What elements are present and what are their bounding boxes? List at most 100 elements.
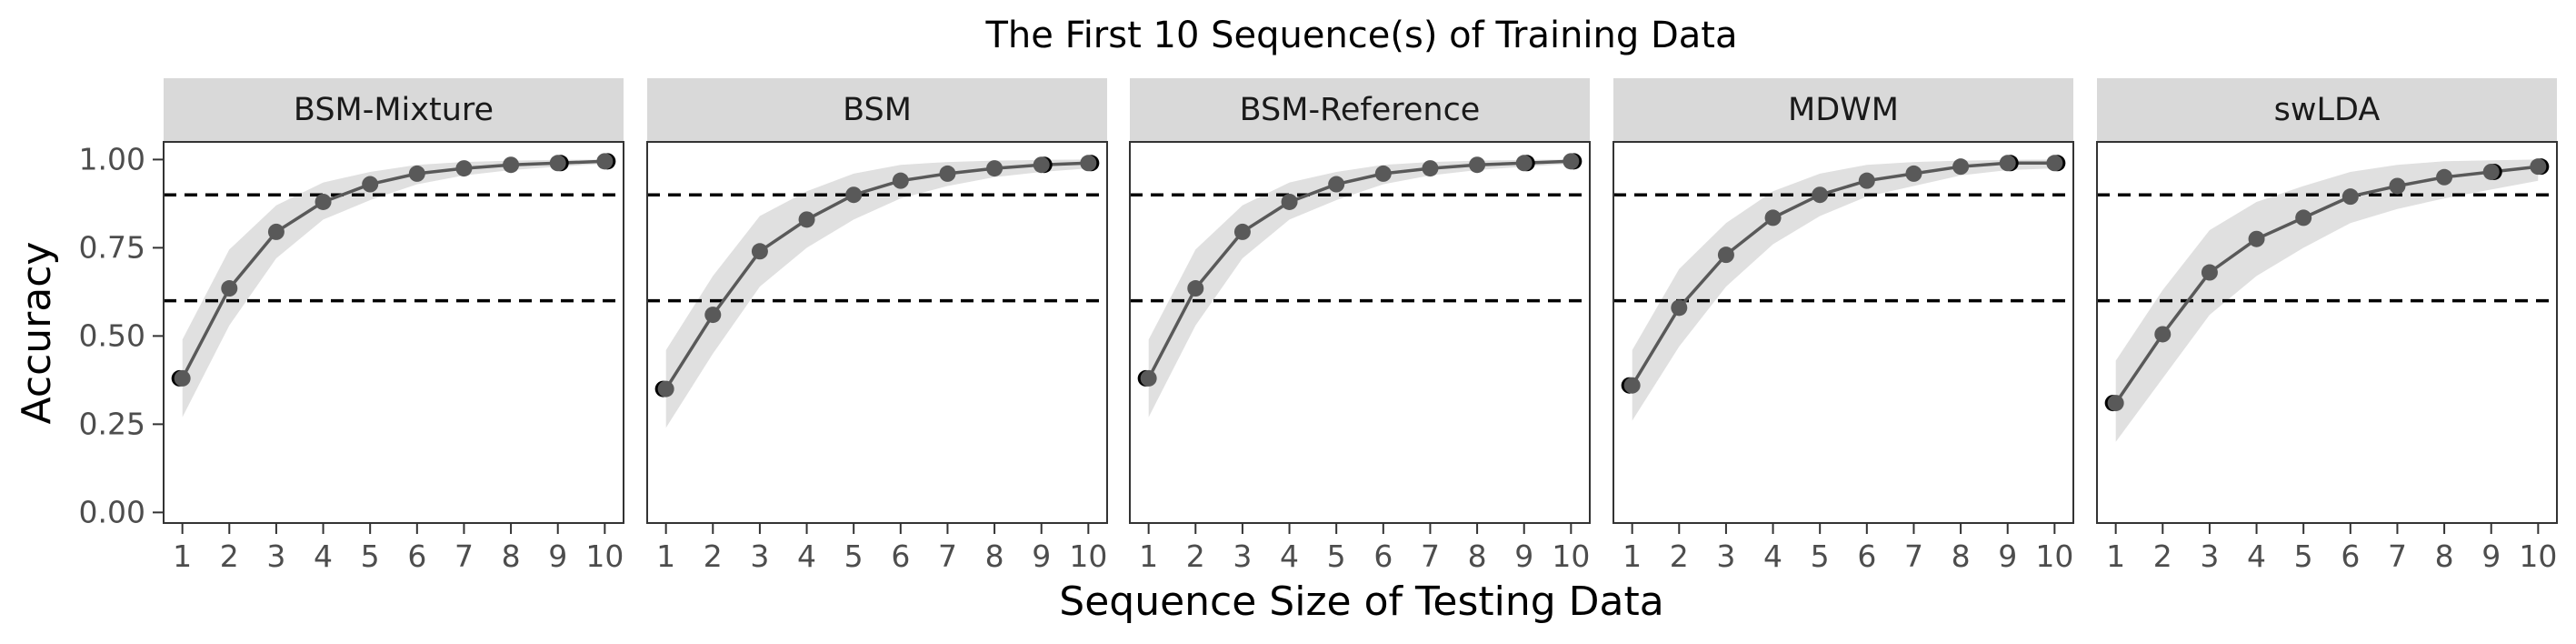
x-tick-label: 6 [1373, 538, 1393, 574]
x-tick-label: 6 [1857, 538, 1876, 574]
x-tick-label: 10 [1552, 538, 1590, 574]
panel-border [646, 141, 1108, 524]
x-tick-label: 9 [1998, 538, 2017, 574]
data-point [2482, 163, 2500, 180]
x-tick-label: 9 [2481, 538, 2501, 574]
x-tick-label: 10 [1069, 538, 1107, 574]
x-tick-label: 6 [407, 538, 426, 574]
x-tick-label: 7 [454, 538, 474, 574]
data-point [657, 380, 674, 397]
x-tick-label: 9 [548, 538, 567, 574]
data-point [1374, 165, 1392, 182]
panel-mdwm: MDWM 1 2 3 4 5 6 7 8 9 10 [1612, 78, 2074, 574]
data-point [1233, 223, 1251, 240]
x-tick-label: 8 [1468, 538, 1487, 574]
panel-strip [2097, 78, 2557, 142]
data-point [1033, 156, 1050, 174]
x-tick-label: 4 [314, 538, 333, 574]
x-tick-label: 1 [1622, 538, 1642, 574]
data-point [1563, 153, 1580, 170]
panel-strip-label: BSM [843, 92, 912, 128]
data-point [1469, 156, 1486, 174]
x-tick-label: 6 [891, 538, 910, 574]
panel-strip-label: BSM-Mixture [294, 92, 494, 128]
y-tick-label: 1.00 [79, 141, 145, 176]
panel-border [1612, 141, 2074, 524]
x-tick-label: 3 [1716, 538, 1735, 574]
chart-title: The First 10 Sequence(s) of Training Dat… [984, 15, 1737, 56]
data-point [986, 160, 1003, 177]
y-axis-title: Accuracy [14, 242, 60, 425]
panel-strip [164, 78, 624, 142]
data-point [1952, 158, 1970, 176]
data-point [315, 193, 332, 210]
x-tick-label: 6 [2341, 538, 2360, 574]
data-point [596, 153, 614, 170]
data-point [798, 211, 815, 228]
series-line [664, 161, 1089, 390]
panel-strip [1130, 78, 1590, 142]
data-point [2248, 230, 2265, 247]
x-tick-label: 2 [1186, 538, 1205, 574]
x-tick-label: 1 [656, 538, 675, 574]
x-tick-label: 8 [1952, 538, 1971, 574]
data-point [1999, 155, 2016, 172]
confidence-band [1148, 159, 1572, 418]
data-point [2530, 158, 2547, 176]
x-tick-label: 7 [2388, 538, 2407, 574]
data-point [2436, 168, 2453, 186]
panel-bsm-reference: BSM-Reference 1 2 3 4 5 6 7 8 9 10 [1129, 78, 1591, 574]
series-line [2114, 165, 2539, 405]
data-point [549, 155, 566, 172]
data-point [1671, 299, 1688, 317]
x-tick-label: 8 [985, 538, 1004, 574]
x-tick-label: 5 [844, 538, 864, 574]
x-tick-label: 2 [1670, 538, 1689, 574]
data-point [845, 186, 863, 204]
data-point [2389, 177, 2406, 195]
series-line [1147, 159, 1572, 379]
y-axis: 0.00 0.25 0.50 0.75 1.00 [79, 141, 164, 529]
data-point [503, 156, 520, 174]
data-point [1858, 172, 1875, 189]
x-tick-label: 4 [1280, 538, 1299, 574]
data-point [2154, 326, 2172, 343]
data-point [2046, 155, 2063, 172]
x-tick-label: 3 [750, 538, 769, 574]
x-tick-label: 8 [502, 538, 521, 574]
x-tick-label: 3 [266, 538, 285, 574]
data-point [704, 307, 722, 324]
data-point [1328, 176, 1345, 193]
x-tick-label: 1 [2106, 538, 2125, 574]
x-tick-label: 9 [1032, 538, 1051, 574]
x-tick-label: 5 [361, 538, 380, 574]
data-point [1140, 369, 1157, 387]
panel-border [163, 141, 624, 524]
data-point [362, 176, 379, 193]
data-point [455, 160, 473, 177]
data-point [1080, 155, 1097, 172]
data-point [1905, 165, 1922, 182]
data-point [892, 172, 909, 189]
data-point [1812, 186, 1829, 204]
confidence-band [1632, 159, 2055, 421]
y-tick-label: 0.75 [79, 229, 145, 265]
x-tick-label: 5 [2294, 538, 2313, 574]
x-tick-label: 7 [1904, 538, 1923, 574]
data-point [1422, 160, 1439, 177]
x-tick-label: 2 [704, 538, 723, 574]
x-tick-label: 7 [938, 538, 957, 574]
confidence-band [665, 159, 1089, 428]
x-tick-label: 5 [1811, 538, 1830, 574]
x-tick-label: 5 [1327, 538, 1346, 574]
y-tick-label: 0.50 [79, 317, 145, 353]
panel-strip-label: MDWM [1788, 92, 1899, 128]
x-tick-label: 7 [1421, 538, 1440, 574]
data-point [267, 223, 285, 240]
panel-border [1129, 141, 1591, 524]
x-tick-label: 1 [1139, 538, 1158, 574]
data-point [221, 280, 238, 297]
data-point [2107, 395, 2124, 412]
